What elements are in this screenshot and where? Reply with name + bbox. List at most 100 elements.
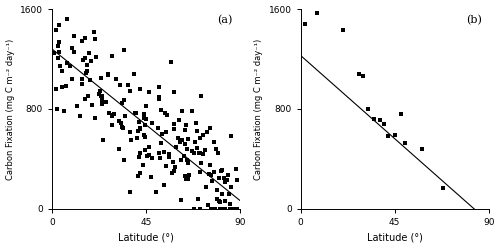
- Point: [168, 171, 176, 175]
- Point: [140, 117, 147, 121]
- Point: [314, 11, 322, 15]
- Point: [108, 54, 116, 58]
- Point: [120, 48, 128, 52]
- Point: [206, 126, 214, 130]
- Point: [200, 148, 208, 152]
- Point: [140, 133, 148, 137]
- Point: [439, 186, 447, 190]
- Point: [96, 89, 104, 93]
- Point: [136, 126, 144, 130]
- Point: [228, 185, 235, 189]
- Point: [338, 28, 346, 32]
- Point: [164, 113, 172, 117]
- Point: [178, 109, 186, 113]
- Point: [222, 181, 230, 185]
- Point: [226, 207, 234, 211]
- Point: [170, 127, 178, 131]
- Point: [196, 151, 204, 155]
- Point: [145, 91, 153, 94]
- Point: [218, 207, 226, 211]
- Point: [218, 191, 226, 195]
- Point: [52, 29, 60, 32]
- Point: [108, 114, 116, 118]
- Point: [117, 121, 125, 125]
- Point: [199, 152, 207, 155]
- Point: [68, 46, 76, 50]
- Point: [216, 199, 224, 203]
- Point: [126, 130, 134, 134]
- Point: [84, 51, 92, 55]
- Point: [154, 95, 162, 99]
- Point: [62, 84, 70, 88]
- Point: [188, 149, 196, 153]
- Point: [76, 114, 84, 118]
- Point: [78, 39, 86, 43]
- Point: [207, 207, 215, 211]
- Point: [418, 147, 426, 151]
- Point: [50, 51, 58, 55]
- Point: [166, 60, 174, 64]
- Text: (b): (b): [466, 15, 482, 25]
- Point: [105, 111, 113, 115]
- Point: [152, 189, 160, 193]
- Point: [221, 207, 229, 211]
- Point: [178, 138, 186, 142]
- Point: [194, 197, 202, 201]
- Point: [102, 100, 110, 104]
- Point: [221, 199, 229, 203]
- Point: [120, 158, 128, 162]
- Point: [202, 186, 210, 189]
- Point: [174, 118, 182, 122]
- Point: [390, 133, 398, 137]
- Point: [206, 163, 214, 167]
- Point: [228, 207, 235, 211]
- Point: [130, 72, 138, 76]
- Point: [134, 155, 142, 159]
- Point: [184, 177, 192, 181]
- Point: [140, 123, 148, 126]
- Point: [181, 174, 189, 178]
- Point: [88, 103, 96, 107]
- Point: [218, 169, 226, 173]
- Point: [136, 127, 143, 131]
- Point: [233, 207, 241, 211]
- Point: [144, 146, 152, 150]
- Point: [380, 122, 388, 126]
- Point: [227, 207, 235, 211]
- Point: [196, 170, 203, 174]
- Point: [158, 132, 166, 136]
- Point: [220, 176, 228, 180]
- Point: [364, 107, 372, 111]
- Point: [86, 59, 94, 63]
- Point: [232, 167, 240, 171]
- Point: [80, 97, 88, 101]
- Point: [192, 140, 200, 144]
- Point: [212, 187, 220, 191]
- Point: [148, 156, 156, 160]
- Point: [376, 118, 384, 122]
- Point: [98, 102, 106, 106]
- Point: [171, 165, 179, 169]
- Point: [83, 69, 91, 73]
- Point: [126, 89, 134, 93]
- Point: [190, 152, 198, 155]
- Point: [98, 94, 106, 98]
- Point: [170, 122, 178, 126]
- Point: [79, 58, 87, 62]
- Point: [182, 157, 190, 161]
- Point: [82, 71, 90, 75]
- Point: [68, 77, 76, 81]
- Point: [166, 152, 173, 156]
- Point: [56, 64, 64, 68]
- Point: [142, 104, 150, 108]
- Point: [140, 112, 148, 116]
- Point: [360, 74, 368, 78]
- Point: [142, 148, 150, 152]
- Point: [196, 136, 204, 140]
- Point: [184, 160, 192, 164]
- Point: [55, 23, 63, 27]
- Point: [182, 128, 190, 132]
- Point: [214, 177, 222, 181]
- Point: [110, 112, 118, 116]
- Point: [199, 133, 207, 137]
